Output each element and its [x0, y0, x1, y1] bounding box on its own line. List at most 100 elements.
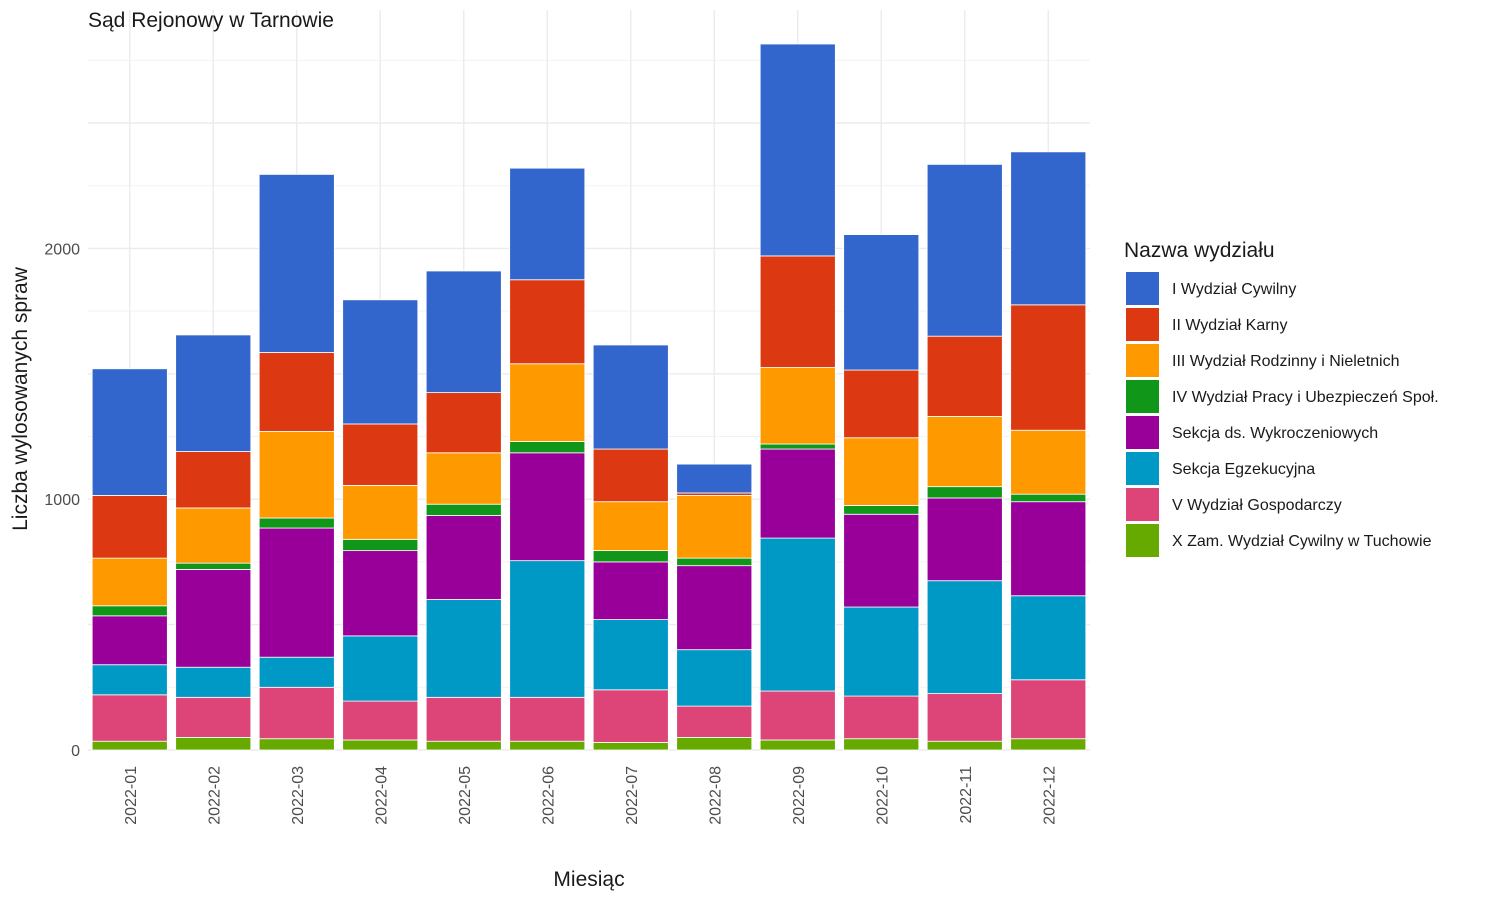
bar-segment — [342, 635, 419, 702]
bar-segment — [425, 740, 502, 751]
bar-segment — [843, 234, 920, 371]
legend-swatch — [1126, 452, 1159, 485]
bar-segment — [592, 501, 669, 552]
bar-segment — [175, 696, 252, 738]
bar-segment — [926, 740, 1003, 751]
bar-segment — [759, 690, 836, 741]
bar-segment — [1010, 738, 1087, 751]
bar-segment — [592, 561, 669, 620]
bar-segment — [676, 649, 753, 707]
legend-label: Sekcja ds. Wykroczeniowych — [1172, 425, 1378, 442]
bar-segment — [509, 279, 586, 365]
y-tick-label: 2000 — [44, 241, 80, 258]
bar-segment — [926, 163, 1003, 337]
legend-swatch — [1126, 380, 1159, 413]
bar-segment — [258, 656, 335, 688]
legend-label: IV Wydział Pracy i Ubezpieczeń Społ. — [1172, 389, 1439, 406]
bar-segment — [1010, 151, 1087, 306]
x-tick-label: 2022-10 — [874, 766, 891, 825]
legend-swatch — [1126, 308, 1159, 341]
x-tick-label: 2022-09 — [791, 766, 808, 825]
bar-segment — [91, 557, 168, 607]
bar-segment — [759, 367, 836, 445]
bars — [91, 43, 1087, 751]
chart-title: Sąd Rejonowy w Tarnowie — [88, 9, 334, 32]
bar-segment — [676, 495, 753, 559]
bar-segment — [676, 463, 753, 494]
bar-segment — [676, 737, 753, 751]
x-tick-label: 2022-04 — [373, 766, 390, 825]
bar-segment — [175, 451, 252, 509]
bar-segment — [91, 694, 168, 742]
bar-segment — [342, 299, 419, 425]
legend-label: I Wydział Cywilny — [1172, 281, 1296, 298]
bar-segment — [175, 569, 252, 668]
bar-segment — [1010, 595, 1087, 681]
bar-segment — [425, 599, 502, 698]
bar-segment — [759, 43, 836, 257]
bar-segment — [926, 693, 1003, 742]
bar-segment — [1010, 304, 1087, 431]
bar-segment — [258, 431, 335, 519]
bar-segment — [759, 255, 836, 368]
bar-segment — [759, 739, 836, 751]
bar-segment — [926, 580, 1003, 694]
bar-segment — [258, 517, 335, 529]
x-tick-label: 2022-01 — [123, 766, 140, 825]
bar-segment — [175, 737, 252, 751]
bar-segment — [342, 550, 419, 637]
bar-segment — [843, 695, 920, 740]
bar-segment — [342, 739, 419, 751]
bar-segment — [425, 515, 502, 600]
bar-segment — [91, 605, 168, 617]
bar-segment — [592, 344, 669, 450]
bar-segment — [592, 689, 669, 743]
bar-segment — [91, 615, 168, 666]
bar-segment — [258, 352, 335, 432]
legend-label: III Wydział Rodzinny i Nieletnich — [1172, 353, 1400, 370]
y-tick-label: 1000 — [44, 492, 80, 509]
bar-segment — [425, 503, 502, 516]
bar-segment — [342, 700, 419, 741]
bar-segment — [425, 452, 502, 505]
bar-segment — [509, 696, 586, 742]
x-tick-label: 2022-12 — [1041, 766, 1058, 825]
y-axis-title: Liczba wylosowanych spraw — [9, 266, 32, 531]
x-tick-label: 2022-05 — [457, 766, 474, 825]
bar-segment — [509, 740, 586, 751]
legend-swatch — [1126, 272, 1159, 305]
bar-segment — [926, 335, 1003, 417]
bar-segment — [509, 441, 586, 454]
bar-segment — [592, 619, 669, 691]
bar-segment — [175, 666, 252, 698]
bar-segment — [843, 513, 920, 608]
y-axis-ticks: 0 1000 2000 — [44, 241, 80, 760]
x-axis-ticks: 2022-01 2022-02 2022-03 2022-04 2022-05 2022-… — [123, 766, 1059, 825]
y-tick-label: 0 — [71, 743, 80, 760]
bar-segment — [91, 368, 168, 496]
bar-segment — [759, 537, 836, 692]
bar-segment — [592, 550, 669, 563]
bar-segment — [425, 696, 502, 742]
bar-segment — [676, 565, 753, 651]
bar-segment — [843, 437, 920, 506]
bar-segment — [759, 448, 836, 539]
bar-segment — [843, 738, 920, 751]
bar-segment — [258, 527, 335, 658]
bar-segment — [1010, 501, 1087, 597]
bar-segment — [592, 448, 669, 503]
legend-label: V Wydział Gospodarczy — [1172, 497, 1342, 514]
bar-segment — [175, 507, 252, 564]
bar-segment — [926, 486, 1003, 499]
bar-segment — [91, 664, 168, 696]
bar-segment — [509, 167, 586, 281]
x-tick-label: 2022-08 — [707, 766, 724, 825]
x-axis-title: Miesiąc — [553, 868, 624, 891]
x-tick-label: 2022-02 — [206, 766, 223, 825]
bar-segment — [843, 369, 920, 439]
bar-segment — [509, 560, 586, 698]
bar-segment — [926, 497, 1003, 582]
bar-segment — [342, 538, 419, 552]
bar-segment — [1010, 429, 1087, 495]
